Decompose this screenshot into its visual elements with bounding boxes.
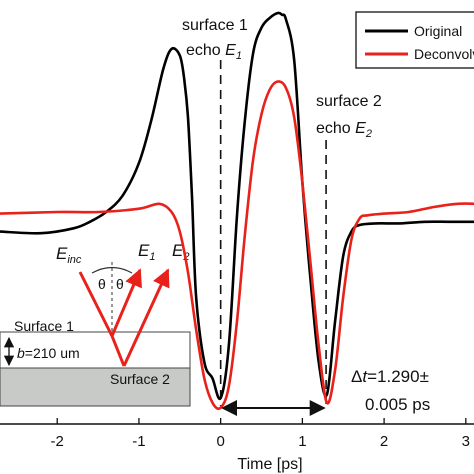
theta-right-label: θ bbox=[116, 276, 124, 292]
slab-upper bbox=[0, 331, 191, 369]
legend: Original Deconvolved bbox=[355, 11, 474, 69]
inset-diagram: Einc E1 E2 θ θ Surface 1 b=210 um Surfac… bbox=[0, 241, 191, 407]
e1-label: E1 bbox=[138, 241, 155, 263]
x-tick-label-1: 1 bbox=[298, 433, 306, 450]
surface2-annotation-line2: echo E2 bbox=[316, 120, 372, 140]
surface1-inset-label: Surface 1 bbox=[14, 318, 74, 334]
legend-label-original: Original bbox=[414, 23, 462, 39]
x-tick-label-2: 2 bbox=[380, 433, 388, 450]
reflected-beam-e1 bbox=[110, 268, 142, 337]
reflected-beam-e2 bbox=[122, 268, 170, 367]
x-axis-title: Time [ps] bbox=[237, 456, 302, 473]
series-deconvolved-line bbox=[0, 80, 474, 411]
e-inc-label: Einc bbox=[56, 244, 82, 266]
x-tick-label--2: -2 bbox=[51, 433, 64, 450]
thickness-label: b=210 um bbox=[17, 345, 80, 361]
x-tick-label--1: -1 bbox=[132, 433, 145, 450]
incident-beam bbox=[78, 271, 114, 337]
surface1-annotation-line1: surface 1 bbox=[182, 17, 248, 34]
series-original-line bbox=[0, 11, 474, 401]
theta-left-label: θ bbox=[98, 276, 106, 292]
x-tick-label-3: 3 bbox=[462, 433, 470, 450]
legend-box bbox=[355, 11, 474, 69]
delta-t-annotation-line2: 0.005 ps bbox=[365, 395, 430, 414]
surface1-annotation-line2: echo E1 bbox=[186, 42, 242, 62]
x-axis: -2 -1 0 1 2 3 bbox=[0, 418, 474, 450]
delta-t-annotation-line1: Δt=1.290± bbox=[351, 367, 429, 386]
slab-lower bbox=[0, 367, 191, 407]
surface2-inset-label: Surface 2 bbox=[110, 371, 170, 387]
refracted-beam bbox=[110, 335, 126, 367]
surface2-annotation-line1: surface 2 bbox=[316, 93, 382, 110]
legend-label-deconvolved: Deconvolved bbox=[414, 46, 474, 62]
x-tick-label-0: 0 bbox=[216, 433, 224, 450]
